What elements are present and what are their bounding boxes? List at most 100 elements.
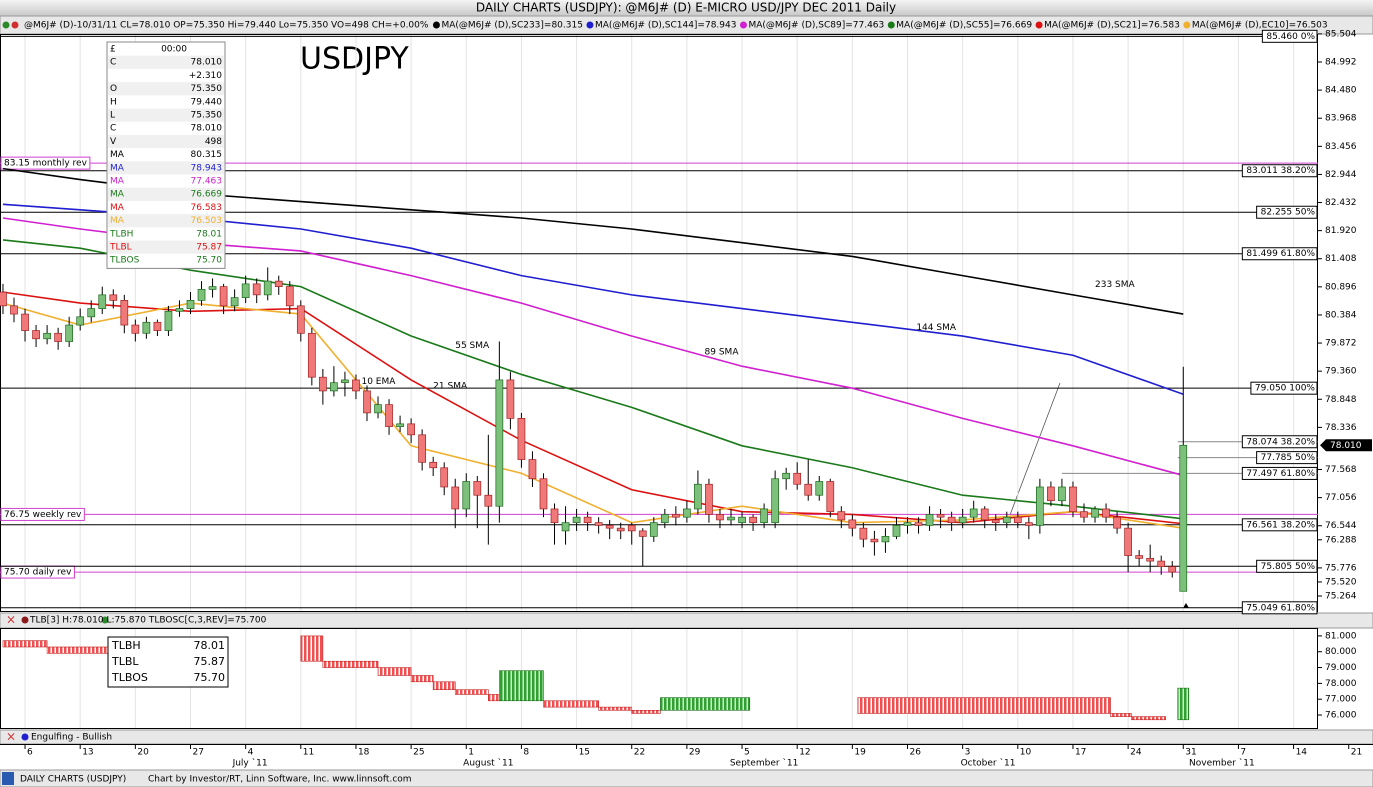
tlb-box-value: 75.70	[194, 671, 226, 684]
candle-body	[870, 538, 879, 543]
data-window-label: C	[110, 124, 116, 134]
close-icon[interactable]: ×	[6, 613, 16, 627]
candle-body	[683, 508, 691, 518]
candle-body	[1146, 557, 1155, 562]
candle-body	[396, 423, 404, 427]
fib-label-box	[1241, 601, 1318, 615]
x-tick-label: 10	[1020, 748, 1032, 758]
x-tick-label: 3	[965, 748, 971, 758]
candle-body	[21, 313, 29, 331]
candle-body	[969, 508, 978, 518]
candle-body	[506, 379, 515, 419]
tlb-block	[1110, 713, 1132, 717]
window-button[interactable]	[11, 21, 19, 29]
tlb-box	[107, 636, 229, 688]
candle-body	[572, 516, 581, 524]
candle-body	[1080, 511, 1088, 518]
tlb-block	[543, 700, 599, 708]
candle-body	[705, 483, 713, 515]
candle-body	[363, 390, 371, 414]
candle-body	[936, 514, 945, 518]
legend-dot	[101, 616, 109, 624]
fib-label-box	[1256, 559, 1318, 573]
candle-body	[660, 514, 669, 524]
candle-body	[98, 294, 107, 309]
candle-body	[285, 286, 294, 307]
fib-label: 81.499 61.80%	[1246, 249, 1315, 259]
tlb-block	[2, 640, 48, 648]
candle-body	[241, 283, 250, 298]
candle-body	[903, 522, 912, 526]
candle-body	[109, 294, 118, 301]
data-window-header: 00:00	[161, 45, 187, 55]
x-tick-label: 18	[358, 748, 370, 758]
y-tick-label: 81.920	[1325, 226, 1357, 236]
tlb-block	[410, 675, 434, 683]
data-window-label: MA	[110, 163, 125, 173]
legend-dot	[21, 616, 29, 624]
x-tick-label: 24	[1130, 748, 1142, 758]
month-label: October `11	[961, 758, 1016, 769]
x-tick-label: 15	[579, 748, 590, 758]
candle-body	[120, 299, 129, 326]
candle-body	[1135, 555, 1143, 559]
rev-label: 83.15 monthly rev	[4, 159, 88, 169]
y-tick-label: 80.384	[1325, 310, 1357, 320]
x-tick-label: 31	[1185, 748, 1196, 758]
data-window-value: 75.350	[191, 111, 223, 121]
window-button[interactable]	[2, 21, 10, 29]
y-tick-label: 75.776	[1325, 563, 1357, 573]
candle-body	[197, 289, 206, 301]
candle-body	[1024, 522, 1033, 526]
candle-body	[142, 321, 151, 334]
fib-label: 76.561 38.20%	[1246, 520, 1315, 530]
data-window-value: +2.310	[189, 71, 223, 81]
data-window-value: 79.440	[191, 97, 223, 107]
candle-body	[1102, 508, 1110, 518]
fib-label: 85.460 0%	[1266, 32, 1315, 42]
candle-body	[771, 478, 779, 524]
ma-label: 233 SMA	[1095, 280, 1136, 290]
candle-body	[440, 467, 449, 488]
candle-body	[760, 508, 768, 524]
candle-body	[925, 514, 934, 526]
candle-body	[749, 516, 757, 524]
tlb-block	[1131, 716, 1166, 721]
candle-body	[539, 478, 548, 510]
x-tick-label: 1	[468, 748, 474, 758]
tlb-block	[488, 694, 500, 702]
fib-label: 79.050 100%	[1255, 384, 1316, 394]
tlb-box-label: TLBL	[111, 655, 139, 668]
y-tick-label: 77.000	[1325, 695, 1357, 705]
candle-body	[627, 525, 636, 532]
candle-body	[0, 291, 7, 307]
ma-label: 144 SMA	[916, 323, 957, 333]
candle-body	[87, 308, 96, 318]
candle-body	[1047, 486, 1055, 502]
candle-body	[1013, 516, 1022, 524]
y-tick-label: 82.944	[1325, 170, 1357, 180]
candle-body	[914, 522, 923, 526]
legend-entry: MA(@M6J# (D),SC21]=76.583	[1044, 21, 1180, 31]
legend-entry: MA(@M6J# (D),EC10]=76.503	[1192, 21, 1328, 31]
candle-body	[1124, 527, 1132, 556]
y-tick-label: 80.000	[1325, 647, 1357, 657]
tlb-box-label: TLBH	[111, 639, 141, 652]
x-tick-label: 5	[744, 748, 750, 758]
data-window-row	[108, 82, 224, 96]
candle-body	[826, 481, 835, 513]
last-price-marker	[1320, 439, 1372, 452]
close-icon[interactable]: ×	[6, 730, 16, 744]
data-window	[106, 41, 226, 269]
legend-dot	[586, 21, 594, 29]
legend-dot	[432, 21, 440, 29]
tlb-block	[322, 660, 379, 668]
data-window-value: 78.010	[191, 58, 223, 68]
footer-title: DAILY CHARTS (USDJPY)	[20, 775, 126, 785]
y-tick-label: 83.456	[1325, 142, 1357, 152]
candle-body	[583, 516, 592, 524]
candle-body	[1036, 486, 1044, 526]
y-tick-label: 76.288	[1325, 535, 1357, 545]
y-tick-label: 83.968	[1325, 114, 1357, 124]
